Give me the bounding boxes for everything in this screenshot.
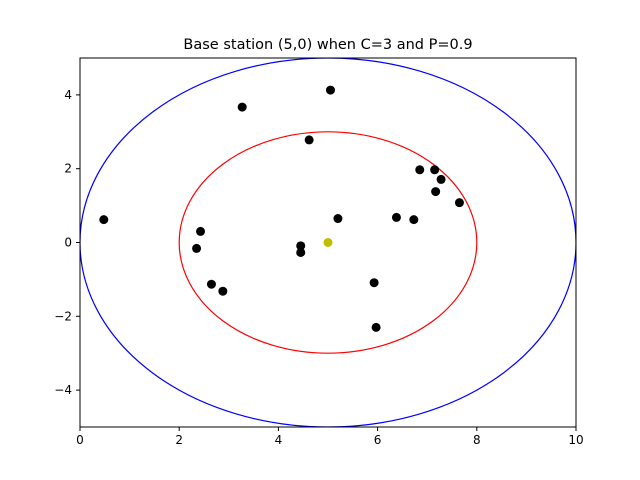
y-tick-label: −4 [54,383,72,397]
data-point [296,241,306,251]
y-tick-label: 2 [64,162,72,176]
data-point [192,243,202,253]
data-point [296,247,306,257]
x-axis: 0 2 4 6 8 10 [76,427,584,447]
data-point [415,165,425,175]
coverage-circle-1 [178,131,478,354]
data-point [325,85,335,95]
x-tick-label: 2 [175,433,183,447]
data-point [431,187,441,197]
data-point [237,102,247,112]
base-station-point [323,238,333,247]
data-point [454,198,464,208]
y-tick-label: 0 [64,236,72,250]
chart-title: Base station (5,0) when C=3 and P=0.9 [183,37,472,53]
x-tick-label: 8 [473,433,481,447]
data-point [333,214,343,224]
data-point [304,135,314,145]
data-point [369,278,379,288]
x-tick-label: 6 [374,433,382,447]
data-point [196,226,206,236]
data-point [371,322,381,332]
plot-content [80,58,576,427]
data-point [430,165,440,175]
plot-area [79,57,577,428]
y-tick-label: −2 [54,309,72,323]
data-point [391,212,401,222]
data-point [218,286,228,296]
x-tick-label: 4 [275,433,283,447]
y-tick-label: 4 [64,88,72,102]
x-tick-label: 10 [568,433,583,447]
data-point [99,215,109,225]
data-point [436,174,446,184]
data-point [206,279,216,289]
x-tick-label: 0 [76,433,84,447]
data-point [409,215,419,225]
y-axis: −4 −2 0 2 4 [54,88,80,397]
